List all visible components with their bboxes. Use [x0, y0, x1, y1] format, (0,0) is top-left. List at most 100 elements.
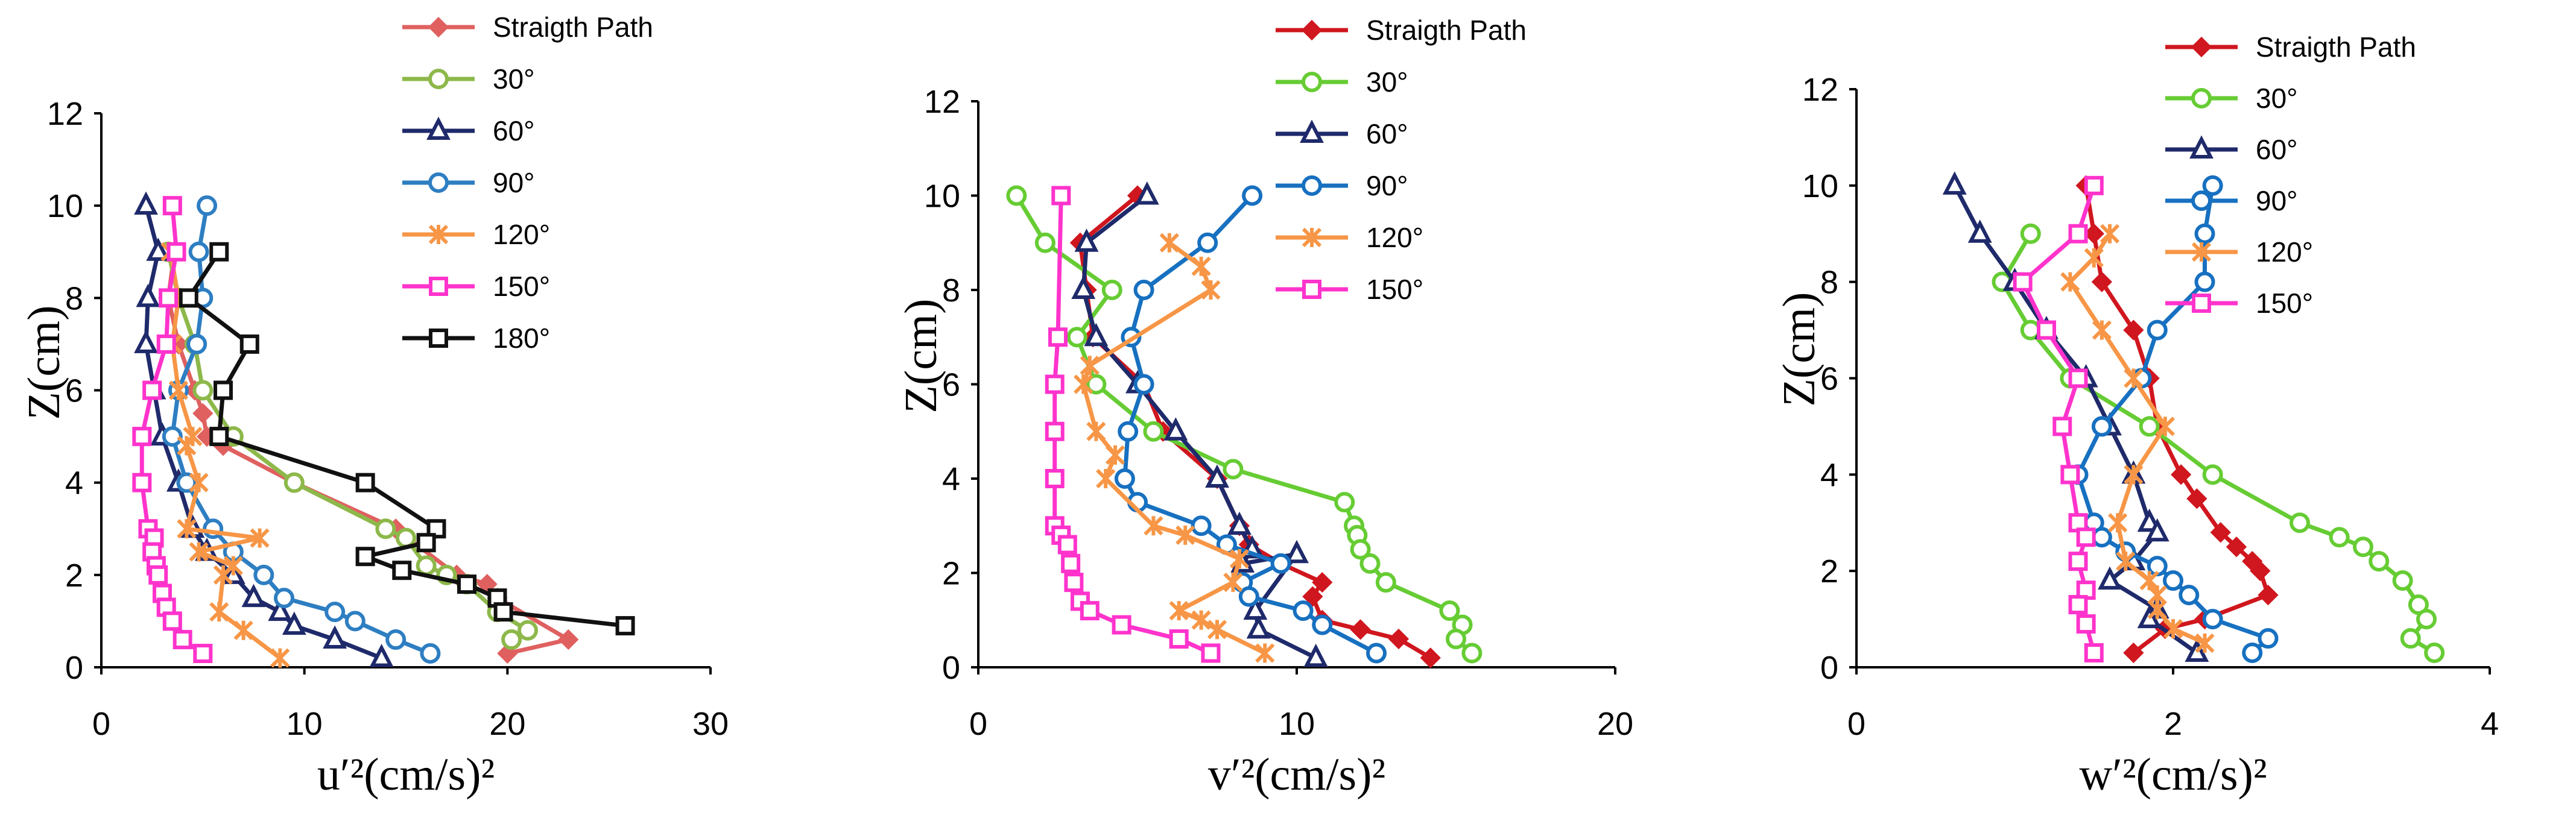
data-point [2068, 368, 2088, 388]
data-point [2116, 552, 2136, 571]
legend-label: Straigth Path [2256, 31, 2416, 63]
data-point [2202, 464, 2223, 485]
data-point [420, 643, 441, 664]
data-point [1246, 615, 1271, 639]
y-tick-label: 4 [942, 461, 960, 497]
data-point [1303, 643, 1328, 667]
data-point [1439, 600, 1460, 621]
data-point [2123, 319, 2144, 341]
data-point [177, 519, 197, 539]
data-point [1080, 356, 1100, 376]
data-point [189, 542, 209, 562]
data-point [209, 602, 229, 622]
series-line [1122, 194, 1378, 655]
legend-marker [2191, 190, 2212, 211]
data-point [192, 380, 214, 401]
data-point [2013, 272, 2033, 292]
data-point [1118, 421, 1139, 442]
legend-label: 150° [1366, 274, 1423, 305]
data-point [1205, 464, 1229, 488]
data-point [1159, 233, 1179, 253]
data-point [1242, 185, 1263, 206]
data-point [1461, 643, 1483, 664]
y-tick-label: 10 [1802, 168, 1838, 204]
data-point [1086, 421, 1106, 441]
legend-label: 60° [493, 115, 535, 146]
data-point [1201, 280, 1221, 300]
x-axis-title: w′²(cm/s)² [2079, 749, 2267, 800]
data-point [392, 561, 412, 580]
y-axis-title: Z(cm) [896, 299, 946, 414]
data-point [1942, 171, 1967, 195]
data-point [1191, 256, 1211, 276]
data-point [385, 629, 407, 650]
data-point [1086, 374, 1107, 395]
data-point [1064, 573, 1084, 593]
data-point [214, 380, 233, 400]
data-point [156, 334, 176, 354]
data-point [1045, 421, 1065, 441]
data-point [2179, 585, 2200, 606]
data-point [2124, 465, 2144, 485]
legend-marker [1300, 119, 1324, 143]
data-point [2353, 536, 2373, 558]
legend-label: Straigth Path [493, 11, 653, 43]
data-point [2155, 417, 2176, 436]
data-point [2123, 642, 2144, 664]
legend-item: 90° [2165, 185, 2298, 216]
data-point [2163, 570, 2183, 591]
data-point [1169, 629, 1189, 649]
data-point [1967, 219, 1992, 243]
data-point [1169, 600, 1189, 621]
data-point [132, 473, 152, 492]
data-point [1074, 374, 1093, 394]
data-point [2084, 643, 2104, 663]
legend-label: 120° [493, 219, 550, 250]
data-point [1255, 643, 1275, 663]
data-point [2060, 272, 2080, 292]
data-point [2037, 320, 2056, 340]
data-point [1133, 374, 1154, 395]
data-point [2060, 465, 2080, 485]
data-point [1197, 232, 1218, 253]
data-point [2091, 527, 2112, 548]
data-point [344, 611, 366, 632]
data-point [2108, 513, 2128, 533]
data-point [1201, 643, 1221, 663]
data-point [268, 597, 293, 621]
data-point [2290, 512, 2310, 533]
y-tick-label: 10 [47, 188, 83, 224]
data-point [323, 625, 347, 649]
legend-item: 150° [2165, 288, 2313, 319]
data-point [283, 472, 305, 493]
legend-marker [1302, 280, 1321, 299]
data-point [172, 630, 192, 650]
data-point [1375, 572, 1396, 593]
data-point [2020, 223, 2041, 244]
data-point [615, 616, 635, 636]
data-point [148, 565, 168, 585]
y-tick-label: 6 [65, 373, 83, 409]
legend-label: 150° [2256, 288, 2313, 319]
data-point [142, 380, 162, 400]
x-axis-title: v′²(cm/s)² [1208, 749, 1385, 800]
data-point [2186, 488, 2207, 509]
y-tick-label: 8 [1820, 265, 1838, 301]
data-point [2424, 643, 2445, 664]
data-point [1048, 327, 1068, 347]
data-point [213, 565, 233, 585]
legend-marker [1301, 19, 1323, 41]
x-tick-label: 30 [692, 706, 729, 742]
data-point [2084, 175, 2104, 195]
x-tick-label: 0 [92, 706, 110, 742]
data-point [2076, 614, 2096, 634]
legend-marker [2191, 242, 2212, 262]
data-point [2124, 368, 2144, 388]
data-point [1238, 586, 1259, 607]
legend-marker [2191, 36, 2212, 58]
data-point [355, 547, 375, 567]
data-point [162, 426, 183, 447]
x-tick-label: 2 [2164, 706, 2182, 742]
data-point [2147, 599, 2167, 620]
legend-item: 180° [402, 322, 550, 354]
